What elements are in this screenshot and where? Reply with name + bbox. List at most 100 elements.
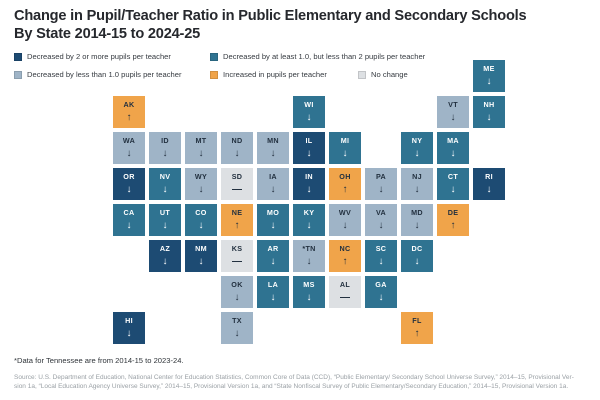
source-note-line1: Source: U.S. Department of Education, Na… xyxy=(14,374,574,381)
state-tile-ia: IA ↓ xyxy=(257,168,289,200)
state-abbr: AR xyxy=(267,244,279,253)
state-tile-id: ID ↓ xyxy=(149,132,181,164)
legend-label: Decreased by less than 1.0 pupils per te… xyxy=(27,70,182,79)
state-abbr: NH xyxy=(483,100,495,109)
state-tile-ny: NY ↓ xyxy=(401,132,433,164)
arrow-down-icon: ↓ xyxy=(414,148,420,159)
arrow-down-icon: ↓ xyxy=(126,184,132,195)
state-tile-ks: KS — xyxy=(221,240,253,272)
state-abbr: MO xyxy=(266,208,280,217)
state-abbr: MD xyxy=(411,208,423,217)
state-abbr: HI xyxy=(125,316,133,325)
arrow-down-icon: ↓ xyxy=(486,76,492,87)
arrow-down-icon: ↓ xyxy=(450,184,456,195)
state-abbr: TX xyxy=(232,316,242,325)
state-tile-ms: MS ↓ xyxy=(293,276,325,308)
state-tile-tx: TX ↓ xyxy=(221,312,253,344)
state-tile-mn: MN ↓ xyxy=(257,132,289,164)
state-abbr: OR xyxy=(123,172,135,181)
state-abbr: GA xyxy=(375,280,387,289)
state-tile-me: ME ↓ xyxy=(473,60,505,92)
arrow-down-icon: ↓ xyxy=(378,184,384,195)
state-abbr: MS xyxy=(303,280,315,289)
legend-swatch-dark-blue xyxy=(14,52,22,61)
arrow-down-icon: ↓ xyxy=(342,220,348,231)
state-tile-nd: ND ↓ xyxy=(221,132,253,164)
state-abbr: DE xyxy=(447,208,459,217)
state-tile-al: AL — xyxy=(329,276,361,308)
state-abbr: SC xyxy=(375,244,387,253)
arrow-down-icon: ↓ xyxy=(234,148,240,159)
arrow-up-icon: ↑ xyxy=(342,184,348,195)
state-abbr: NC xyxy=(339,244,351,253)
legend-swatch-gray xyxy=(358,70,366,79)
state-tile-mt: MT ↓ xyxy=(185,132,217,164)
state-abbr: RI xyxy=(485,172,493,181)
state-tile-wa: WA ↓ xyxy=(113,132,145,164)
state-tile-va: VA ↓ xyxy=(365,204,397,236)
tennessee-footnote: *Data for Tennessee are from 2014-15 to … xyxy=(14,356,184,365)
arrow-down-icon: ↓ xyxy=(162,220,168,231)
arrow-down-icon: ↓ xyxy=(198,256,204,267)
state-abbr: NE xyxy=(231,208,243,217)
state-abbr: FL xyxy=(412,316,422,325)
state-abbr: VT xyxy=(448,100,458,109)
arrow-down-icon: ↓ xyxy=(162,256,168,267)
legend-item-decreased-2-plus: Decreased by 2 or more pupils per teache… xyxy=(14,52,171,61)
state-abbr: IL xyxy=(305,136,313,145)
arrow-down-icon: ↓ xyxy=(450,148,456,159)
arrow-down-icon: ↓ xyxy=(306,220,312,231)
state-abbr: AL xyxy=(339,280,351,289)
arrow-down-icon: ↓ xyxy=(162,148,168,159)
state-abbr: MT xyxy=(195,136,207,145)
arrow-down-icon: ↓ xyxy=(486,184,492,195)
state-abbr: UT xyxy=(159,208,171,217)
legend-swatch-medium-blue xyxy=(210,52,218,61)
state-abbr: DC xyxy=(411,244,423,253)
state-tile-il: IL ↓ xyxy=(293,132,325,164)
state-abbr: CT xyxy=(447,172,459,181)
state-abbr: WI xyxy=(304,100,314,109)
state-abbr: MN xyxy=(267,136,279,145)
state-tile-dc: DC ↓ xyxy=(401,240,433,272)
no-change-dash-icon: — xyxy=(232,184,242,195)
legend-item-decreased-less-1: Decreased by less than 1.0 pupils per te… xyxy=(14,70,182,79)
state-tile-nh: NH ↓ xyxy=(473,96,505,128)
state-tile-wy: WY ↓ xyxy=(185,168,217,200)
state-tile-sc: SC ↓ xyxy=(365,240,397,272)
arrow-down-icon: ↓ xyxy=(198,148,204,159)
arrow-down-icon: ↓ xyxy=(378,292,384,303)
state-abbr: ME xyxy=(483,64,495,73)
state-abbr: WV xyxy=(338,208,352,217)
legend-item-increased: Increased in pupils per teacher xyxy=(210,70,327,79)
state-tile-ak: AK ↑ xyxy=(113,96,145,128)
state-tile-nm: NM ↓ xyxy=(185,240,217,272)
state-abbr: WA xyxy=(122,136,136,145)
legend-item-decreased-1-to-2: Decreased by at least 1.0, but less than… xyxy=(210,52,425,61)
state-abbr: NJ xyxy=(412,172,422,181)
state-tile-mi: MI ↓ xyxy=(329,132,361,164)
state-tile-sd: SD — xyxy=(221,168,253,200)
arrow-up-icon: ↑ xyxy=(450,220,456,231)
arrow-down-icon: ↓ xyxy=(198,220,204,231)
state-abbr: NM xyxy=(195,244,207,253)
state-tile-hi: HI ↓ xyxy=(113,312,145,344)
source-note: Source: U.S. Department of Education, Na… xyxy=(14,373,590,391)
state-abbr: AK xyxy=(123,100,135,109)
arrow-down-icon: ↓ xyxy=(414,184,420,195)
state-abbr: MA xyxy=(447,136,459,145)
state-abbr: NY xyxy=(411,136,423,145)
page-title-line1: Change in Pupil/Teacher Ratio in Public … xyxy=(14,8,527,24)
state-tile-de: DE ↑ xyxy=(437,204,469,236)
legend-label: Decreased by at least 1.0, but less than… xyxy=(223,52,426,61)
state-abbr: NV xyxy=(159,172,171,181)
state-abbr: AZ xyxy=(159,244,171,253)
state-tile-nc: NC ↑ xyxy=(329,240,361,272)
arrow-down-icon: ↓ xyxy=(270,292,276,303)
legend-label: No change xyxy=(371,70,408,79)
state-abbr: MI xyxy=(340,136,350,145)
arrow-down-icon: ↓ xyxy=(486,112,492,123)
legend-swatch-orange xyxy=(210,70,218,79)
arrow-down-icon: ↓ xyxy=(306,292,312,303)
